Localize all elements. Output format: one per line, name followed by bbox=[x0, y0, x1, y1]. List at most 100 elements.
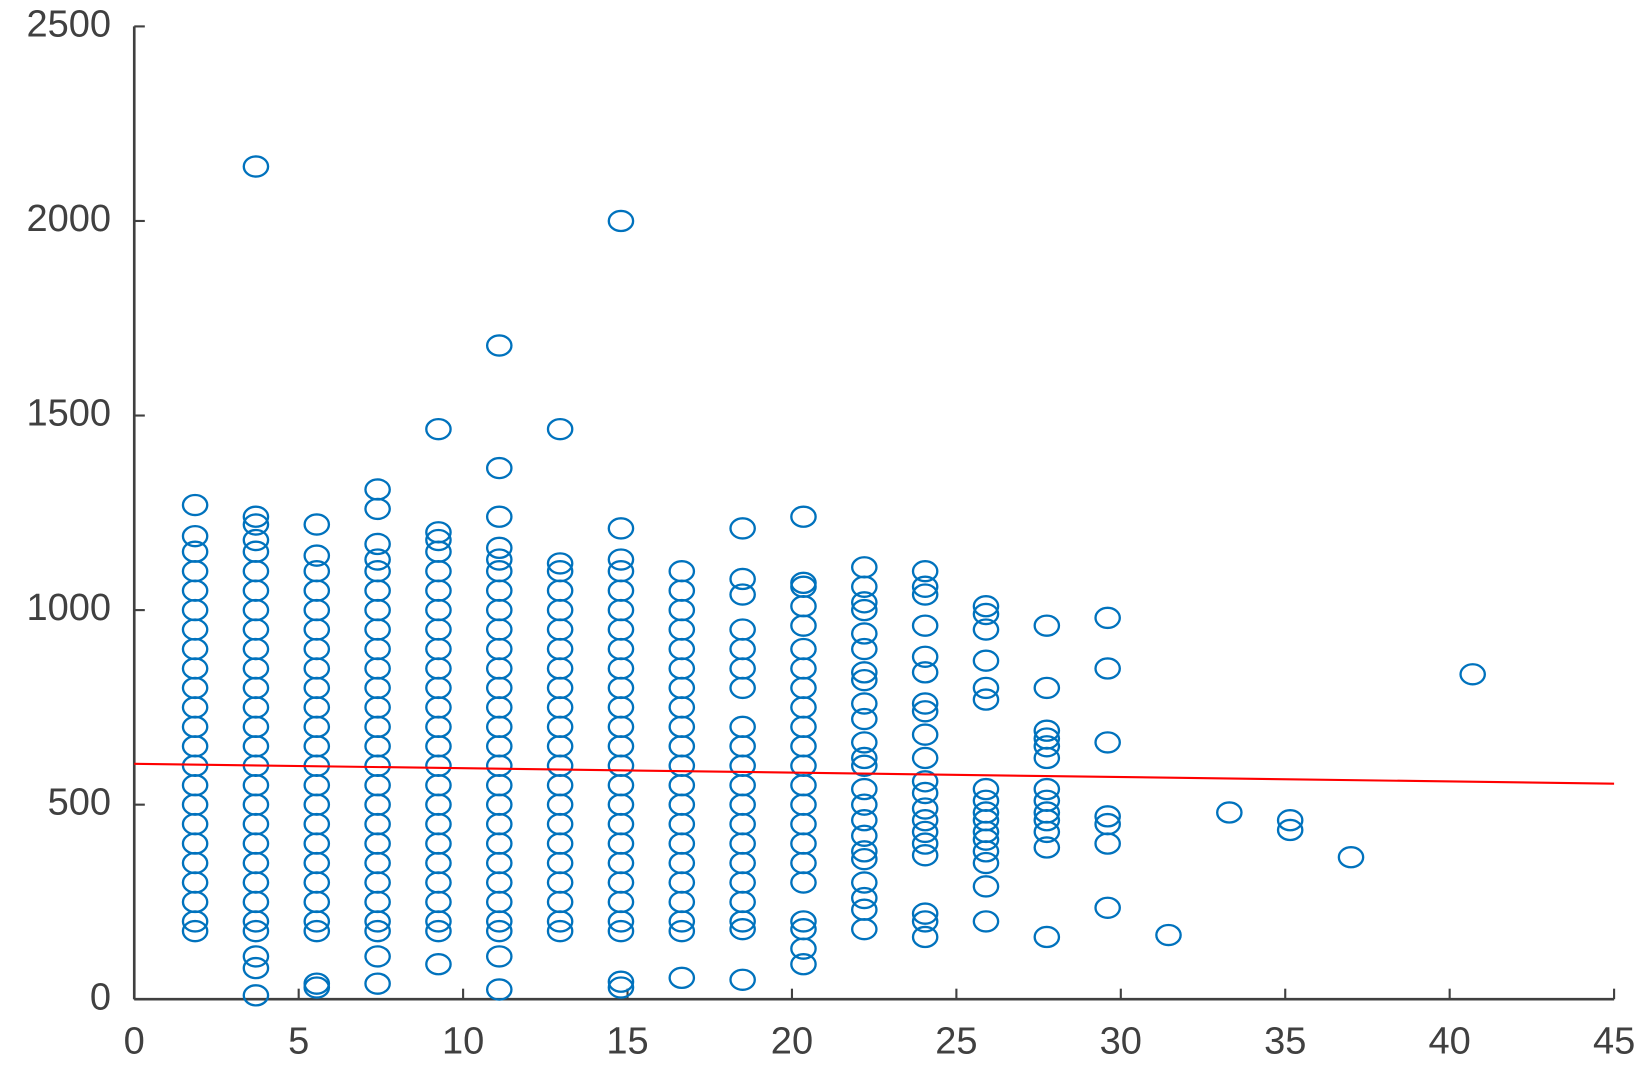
point bbox=[790, 851, 817, 875]
point bbox=[364, 676, 391, 700]
point bbox=[1033, 809, 1061, 832]
point bbox=[181, 598, 209, 622]
point bbox=[181, 657, 209, 680]
point bbox=[607, 548, 635, 571]
point bbox=[607, 598, 635, 622]
point bbox=[303, 676, 331, 700]
point bbox=[850, 793, 878, 816]
point bbox=[668, 735, 696, 758]
point bbox=[607, 970, 635, 993]
point bbox=[668, 715, 696, 739]
point bbox=[790, 715, 817, 739]
point bbox=[242, 155, 270, 178]
point bbox=[364, 478, 391, 501]
point bbox=[546, 851, 574, 875]
point bbox=[850, 622, 878, 645]
point bbox=[303, 657, 331, 680]
point bbox=[485, 919, 513, 943]
point bbox=[972, 688, 1000, 711]
point bbox=[729, 618, 756, 641]
point bbox=[668, 871, 696, 894]
point bbox=[485, 598, 513, 622]
point bbox=[607, 517, 635, 540]
point bbox=[546, 871, 574, 894]
point bbox=[1094, 832, 1121, 855]
point bbox=[1033, 820, 1061, 844]
point bbox=[972, 828, 1000, 851]
point bbox=[972, 777, 1000, 801]
point bbox=[485, 851, 513, 875]
point bbox=[729, 657, 756, 680]
point bbox=[546, 579, 574, 602]
point bbox=[972, 618, 1000, 641]
point bbox=[546, 559, 574, 583]
point bbox=[1276, 818, 1304, 842]
point bbox=[850, 637, 878, 661]
x-tick-label: 30 bbox=[1100, 1021, 1142, 1063]
point bbox=[729, 676, 756, 700]
point bbox=[242, 945, 270, 968]
point bbox=[607, 735, 635, 758]
point bbox=[790, 735, 817, 758]
point bbox=[1033, 925, 1061, 949]
point bbox=[546, 696, 574, 719]
point bbox=[911, 661, 939, 684]
point bbox=[668, 812, 696, 836]
point bbox=[911, 820, 939, 844]
point bbox=[729, 812, 756, 836]
point bbox=[181, 851, 209, 875]
point bbox=[850, 731, 878, 754]
point bbox=[850, 898, 878, 921]
point bbox=[242, 618, 270, 641]
x-tick-label: 20 bbox=[771, 1021, 813, 1063]
point bbox=[911, 781, 939, 805]
point bbox=[485, 548, 513, 571]
point bbox=[303, 871, 331, 894]
point bbox=[850, 591, 878, 614]
point bbox=[1094, 657, 1121, 680]
point bbox=[546, 919, 574, 943]
point bbox=[790, 793, 817, 816]
y-tick-label: 500 bbox=[48, 782, 111, 824]
point bbox=[729, 832, 756, 855]
point bbox=[364, 696, 391, 719]
point bbox=[911, 559, 939, 583]
point bbox=[303, 598, 331, 622]
point bbox=[181, 637, 209, 661]
point bbox=[790, 910, 817, 933]
y-tick-label: 1500 bbox=[26, 393, 111, 435]
point bbox=[181, 676, 209, 700]
point bbox=[790, 571, 817, 595]
point bbox=[850, 746, 878, 770]
point bbox=[485, 774, 513, 797]
point bbox=[242, 919, 270, 943]
point bbox=[607, 832, 635, 855]
point bbox=[485, 456, 513, 480]
point bbox=[181, 579, 209, 602]
point bbox=[668, 598, 696, 622]
point bbox=[242, 871, 270, 894]
point bbox=[181, 735, 209, 758]
point bbox=[911, 583, 939, 606]
point bbox=[1155, 923, 1182, 947]
point bbox=[364, 945, 391, 968]
point bbox=[1033, 676, 1061, 700]
point bbox=[303, 919, 331, 943]
point bbox=[1094, 606, 1121, 630]
point bbox=[181, 524, 209, 548]
point bbox=[181, 793, 209, 816]
point bbox=[911, 700, 939, 723]
point bbox=[668, 579, 696, 602]
x-tick-label: 0 bbox=[124, 1021, 145, 1063]
point bbox=[425, 953, 452, 976]
point bbox=[1459, 663, 1486, 686]
point bbox=[850, 754, 878, 777]
point bbox=[607, 919, 635, 943]
point bbox=[485, 890, 513, 914]
point bbox=[1094, 805, 1121, 828]
point bbox=[425, 754, 452, 777]
point bbox=[364, 890, 391, 914]
point bbox=[242, 812, 270, 836]
point bbox=[607, 774, 635, 797]
